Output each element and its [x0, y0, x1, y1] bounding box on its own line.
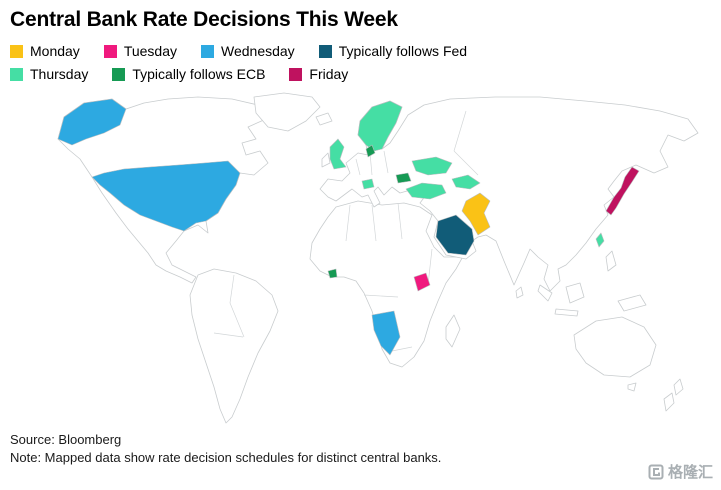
- island-java: [554, 308, 579, 317]
- region-united-states-alaska: [57, 98, 127, 146]
- region-namibia: [371, 310, 401, 356]
- continent-australia: [573, 316, 657, 378]
- legend-row-2: Thursday Typically follows ECB Friday: [10, 66, 711, 82]
- legend-label-thursday: Thursday: [30, 66, 89, 82]
- legend-swatch-monday: [10, 44, 23, 58]
- island-philippines: [605, 250, 617, 272]
- region-west-africa: [327, 268, 338, 279]
- region-united-kingdom: [329, 138, 347, 170]
- chart-footer: Source: Bloomberg Note: Mapped data show…: [0, 429, 721, 467]
- world-map: [57, 92, 699, 424]
- continent-africa: [309, 200, 467, 368]
- watermark: 格隆汇: [648, 461, 713, 482]
- legend-item-monday: Monday: [10, 43, 80, 59]
- island-sri-lanka: [515, 286, 524, 299]
- region-bulgaria: [395, 172, 412, 184]
- island-ireland: [321, 152, 331, 168]
- legend-row-1: Monday Tuesday Wednesday Typically follo…: [10, 43, 711, 59]
- island-borneo: [565, 282, 585, 304]
- region-united-states: [91, 160, 241, 232]
- legend-item-tuesday: Tuesday: [103, 43, 177, 59]
- legend-label-monday: Monday: [30, 43, 80, 59]
- legend-label-tuesday: Tuesday: [123, 43, 177, 59]
- region-switzerland: [361, 178, 375, 190]
- region-ukraine: [411, 156, 453, 176]
- legend-swatch-tuesday: [103, 44, 117, 58]
- source-line: Source: Bloomberg: [10, 432, 122, 447]
- legend-label-follows-ecb: Typically follows ECB: [132, 66, 266, 82]
- island-new-zealand-south: [663, 392, 675, 412]
- region-pakistan: [461, 192, 491, 236]
- island-tasmania: [627, 382, 637, 392]
- island-sumatra: [537, 284, 553, 302]
- legend-label-follows-fed: Typically follows Fed: [338, 43, 468, 59]
- region-denmark: [365, 144, 376, 158]
- legend-swatch-follows-fed: [318, 44, 332, 58]
- region-saudi-arabia: [435, 214, 475, 256]
- region-turkey: [405, 182, 447, 200]
- legend-swatch-friday: [289, 67, 303, 81]
- legend-item-thursday: Thursday: [10, 66, 88, 82]
- legend-item-friday: Friday: [289, 66, 348, 82]
- island-new-guinea: [617, 294, 647, 312]
- continent-south-america: [189, 268, 279, 424]
- legend-item-follows-fed: Typically follows Fed: [318, 43, 468, 59]
- legend-swatch-wednesday: [201, 44, 214, 58]
- region-taiwan: [595, 232, 605, 248]
- legend: Monday Tuesday Wednesday Typically follo…: [0, 43, 721, 82]
- world-map-container: [0, 89, 721, 429]
- legend-label-wednesday: Wednesday: [221, 43, 295, 59]
- region-norway-sweden: [357, 100, 403, 152]
- island-madagascar: [445, 314, 461, 348]
- watermark-text: 格隆汇: [667, 464, 713, 481]
- island-greenland: [253, 92, 321, 132]
- legend-swatch-follows-ecb: [112, 67, 126, 81]
- legend-swatch-thursday: [10, 67, 23, 81]
- note-line: Note: Mapped data show rate decision sch…: [10, 449, 442, 465]
- page-title: Central Bank Rate Decisions This Week: [10, 8, 398, 31]
- region-azerbaijan: [451, 174, 481, 190]
- legend-item-follows-ecb: Typically follows ECB: [112, 66, 265, 82]
- region-japan: [605, 166, 640, 216]
- legend-item-wednesday: Wednesday: [201, 43, 295, 59]
- country-borders: [213, 110, 479, 352]
- island-new-zealand-north: [673, 378, 684, 396]
- island-iceland: [315, 112, 333, 126]
- gelonghui-logo-icon: [648, 464, 664, 479]
- region-uganda: [413, 272, 431, 292]
- legend-label-friday: Friday: [309, 66, 349, 82]
